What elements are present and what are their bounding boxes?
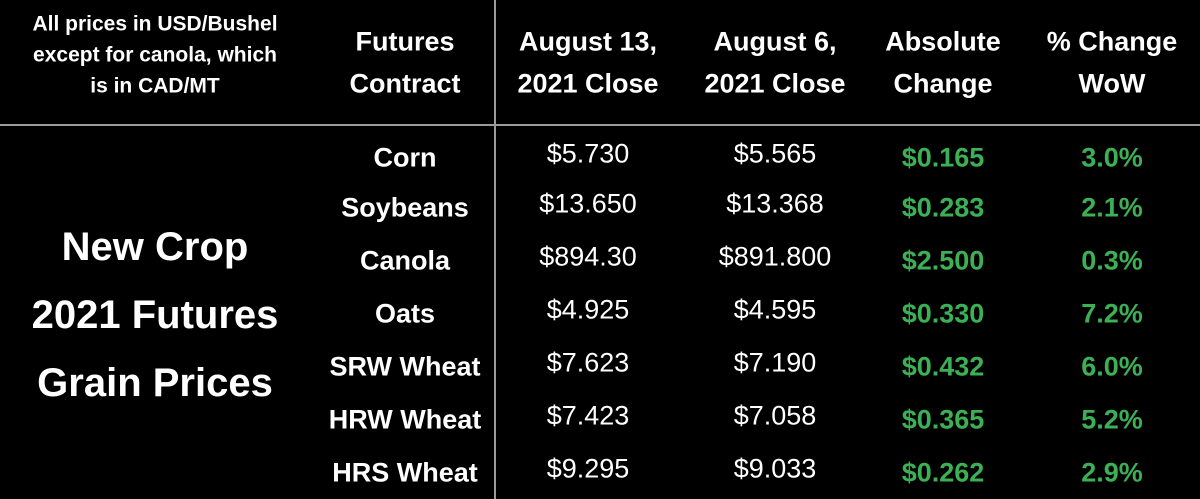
cell: 6.0% — [1081, 351, 1143, 382]
cell: $13.368 — [726, 188, 824, 219]
cell: $0.432 — [901, 351, 985, 382]
cell: $0.262 — [901, 457, 985, 488]
cell: $4.925 — [546, 294, 630, 325]
row-label: SRW Wheat — [329, 351, 481, 382]
row-label: Soybeans — [341, 192, 469, 223]
note-line: except for canola, which — [33, 43, 277, 67]
column-header: Contract — [349, 68, 461, 99]
row-label: Corn — [373, 142, 437, 173]
note-line: All prices in USD/Bushel — [32, 12, 278, 36]
column-header: Change — [893, 68, 993, 99]
cell: 7.2% — [1081, 298, 1143, 329]
cell: $5.730 — [546, 138, 630, 169]
title-line: New Crop — [61, 225, 249, 269]
column-header: August 6, — [713, 26, 837, 57]
cell: $0.330 — [901, 298, 985, 329]
cell: $0.283 — [901, 192, 985, 223]
column-header: WoW — [1078, 68, 1146, 99]
column-header: Absolute — [885, 26, 1001, 57]
cell: 3.0% — [1081, 142, 1143, 173]
row-label: HRS Wheat — [332, 457, 478, 488]
cell: $7.058 — [733, 400, 817, 431]
cell: $9.295 — [546, 453, 630, 484]
cell: $13.650 — [539, 188, 637, 219]
cell: $4.595 — [733, 294, 817, 325]
cell: 2.9% — [1081, 457, 1143, 488]
title-line: 2021 Futures — [31, 293, 279, 337]
cell: 0.3% — [1081, 245, 1143, 276]
vertical-divider — [494, 0, 496, 499]
column-header: % Change — [1046, 26, 1178, 57]
cell: $7.423 — [546, 400, 630, 431]
cell: 5.2% — [1081, 404, 1143, 435]
cell: $0.365 — [901, 404, 985, 435]
cell: $891.800 — [718, 241, 832, 272]
horizontal-divider — [0, 124, 1200, 126]
row-label: Oats — [374, 298, 436, 329]
note-line: is in CAD/MT — [90, 74, 220, 98]
cell: $894.30 — [539, 241, 637, 272]
title-line: Grain Prices — [37, 361, 273, 405]
cell: 2.1% — [1081, 192, 1143, 223]
cell: $7.623 — [546, 347, 630, 378]
cell: $9.033 — [733, 453, 817, 484]
column-header: 2021 Close — [517, 68, 659, 99]
column-header: Futures — [355, 26, 455, 57]
cell: $2.500 — [901, 245, 985, 276]
cell: $7.190 — [733, 347, 817, 378]
row-label: HRW Wheat — [328, 404, 482, 435]
row-label: Canola — [359, 245, 451, 276]
column-header: August 13, — [518, 26, 658, 57]
column-header: 2021 Close — [704, 68, 846, 99]
cell: $0.165 — [901, 142, 985, 173]
cell: $5.565 — [733, 138, 817, 169]
